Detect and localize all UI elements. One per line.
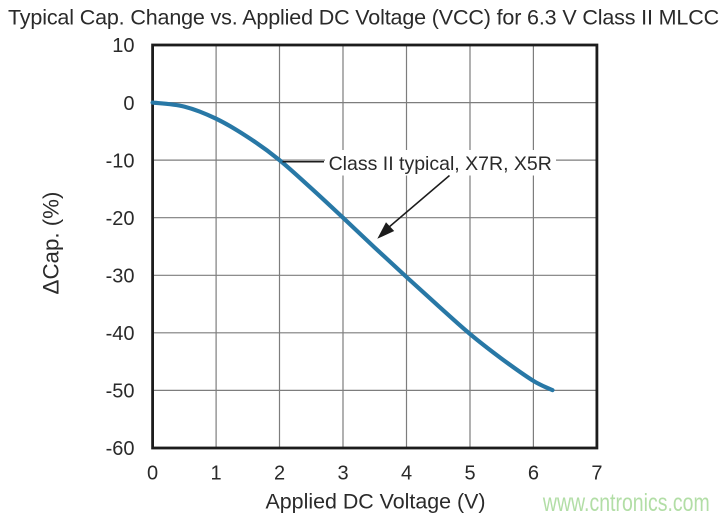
svg-text:0: 0 — [123, 93, 134, 115]
svg-text:10: 10 — [112, 35, 134, 57]
svg-text:3: 3 — [337, 463, 348, 485]
svg-text:ΔCap. (%): ΔCap. (%) — [39, 192, 64, 295]
svg-text:-50: -50 — [106, 381, 135, 403]
svg-text:2: 2 — [274, 463, 285, 485]
svg-text:-10: -10 — [106, 150, 135, 172]
svg-text:Applied DC Voltage (V): Applied DC Voltage (V) — [266, 490, 486, 514]
svg-text:6: 6 — [528, 463, 539, 485]
svg-text:7: 7 — [591, 463, 602, 485]
svg-text:5: 5 — [464, 463, 475, 485]
svg-text:-40: -40 — [106, 323, 135, 345]
svg-text:0: 0 — [147, 463, 158, 485]
svg-text:-20: -20 — [106, 208, 135, 230]
svg-text:www.cntronics.com: www.cntronics.com — [542, 489, 710, 517]
svg-text:-30: -30 — [106, 266, 135, 288]
svg-text:Class II typical, X7R, X5R: Class II typical, X7R, X5R — [329, 153, 552, 175]
svg-text:4: 4 — [401, 463, 412, 485]
svg-text:1: 1 — [211, 463, 222, 485]
svg-text:-60: -60 — [106, 438, 135, 460]
svg-text:Typical Cap. Change vs. Applie: Typical Cap. Change vs. Applied DC Volta… — [8, 5, 719, 29]
